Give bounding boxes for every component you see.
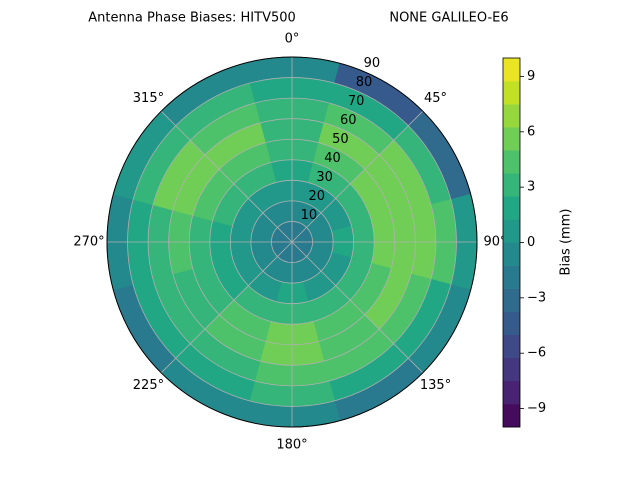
colorbar-tick-label: 6 [527,124,535,139]
theta-tick-label: 270° [73,235,104,250]
colorbar-tick-label: 9 [527,69,535,84]
r-tick-label: 60 [340,113,357,128]
colorbar-band [503,127,520,151]
polar-frame [106,56,478,428]
r-tick-label: 50 [332,132,349,147]
grid-spoke [160,110,293,243]
grid-spoke [160,241,293,374]
colorbar-tick-label: 3 [527,180,535,195]
colorbar-band [503,196,520,220]
theta-tick-label: 0° [285,32,300,47]
r-tick-label: 20 [309,189,326,204]
colorbar-band [503,104,520,128]
colorbar-band [503,81,520,105]
colorbar-band [503,288,520,312]
r-tick-label: 90 [364,56,381,71]
colorbar-band [503,403,520,428]
chart-title: Antenna Phase Biases: HITV500 [88,11,296,26]
colorbar-band [503,150,520,174]
grid-spoke [291,241,424,374]
grid-spoke [291,110,424,243]
theta-tick-label: 135° [420,378,451,393]
theta-tick-label: 90° [483,235,506,250]
colorbar-tick-label: 0 [527,235,535,250]
colorbar-band [503,311,520,336]
theta-tick-label: 180° [276,438,307,453]
r-tick-label: 10 [301,208,318,223]
colorbar-band [503,265,520,289]
colorbar-tick-label: −9 [527,401,546,416]
colorbar-band [503,219,520,243]
colorbar-tick-label: −6 [527,346,546,361]
r-tick-label: 30 [316,170,333,185]
colorbar-band [503,58,520,82]
colorbar-tick-label: −3 [527,290,546,305]
colorbar-band [503,334,520,359]
colorbar-band [503,357,520,382]
colorbar-label: Bias (mm) [559,209,574,276]
r-tick-label: 70 [348,94,365,109]
colorbar-band [503,173,520,197]
theta-tick-label: 315° [133,91,164,106]
colorbar-band [503,380,520,405]
chart-subtitle: NONE GALILEO-E6 [389,11,508,26]
theta-tick-label: 225° [133,378,164,393]
colorbar-band [503,242,520,266]
r-tick-label: 40 [324,151,341,166]
r-tick-label: 80 [356,75,373,90]
theta-tick-label: 45° [424,91,447,106]
